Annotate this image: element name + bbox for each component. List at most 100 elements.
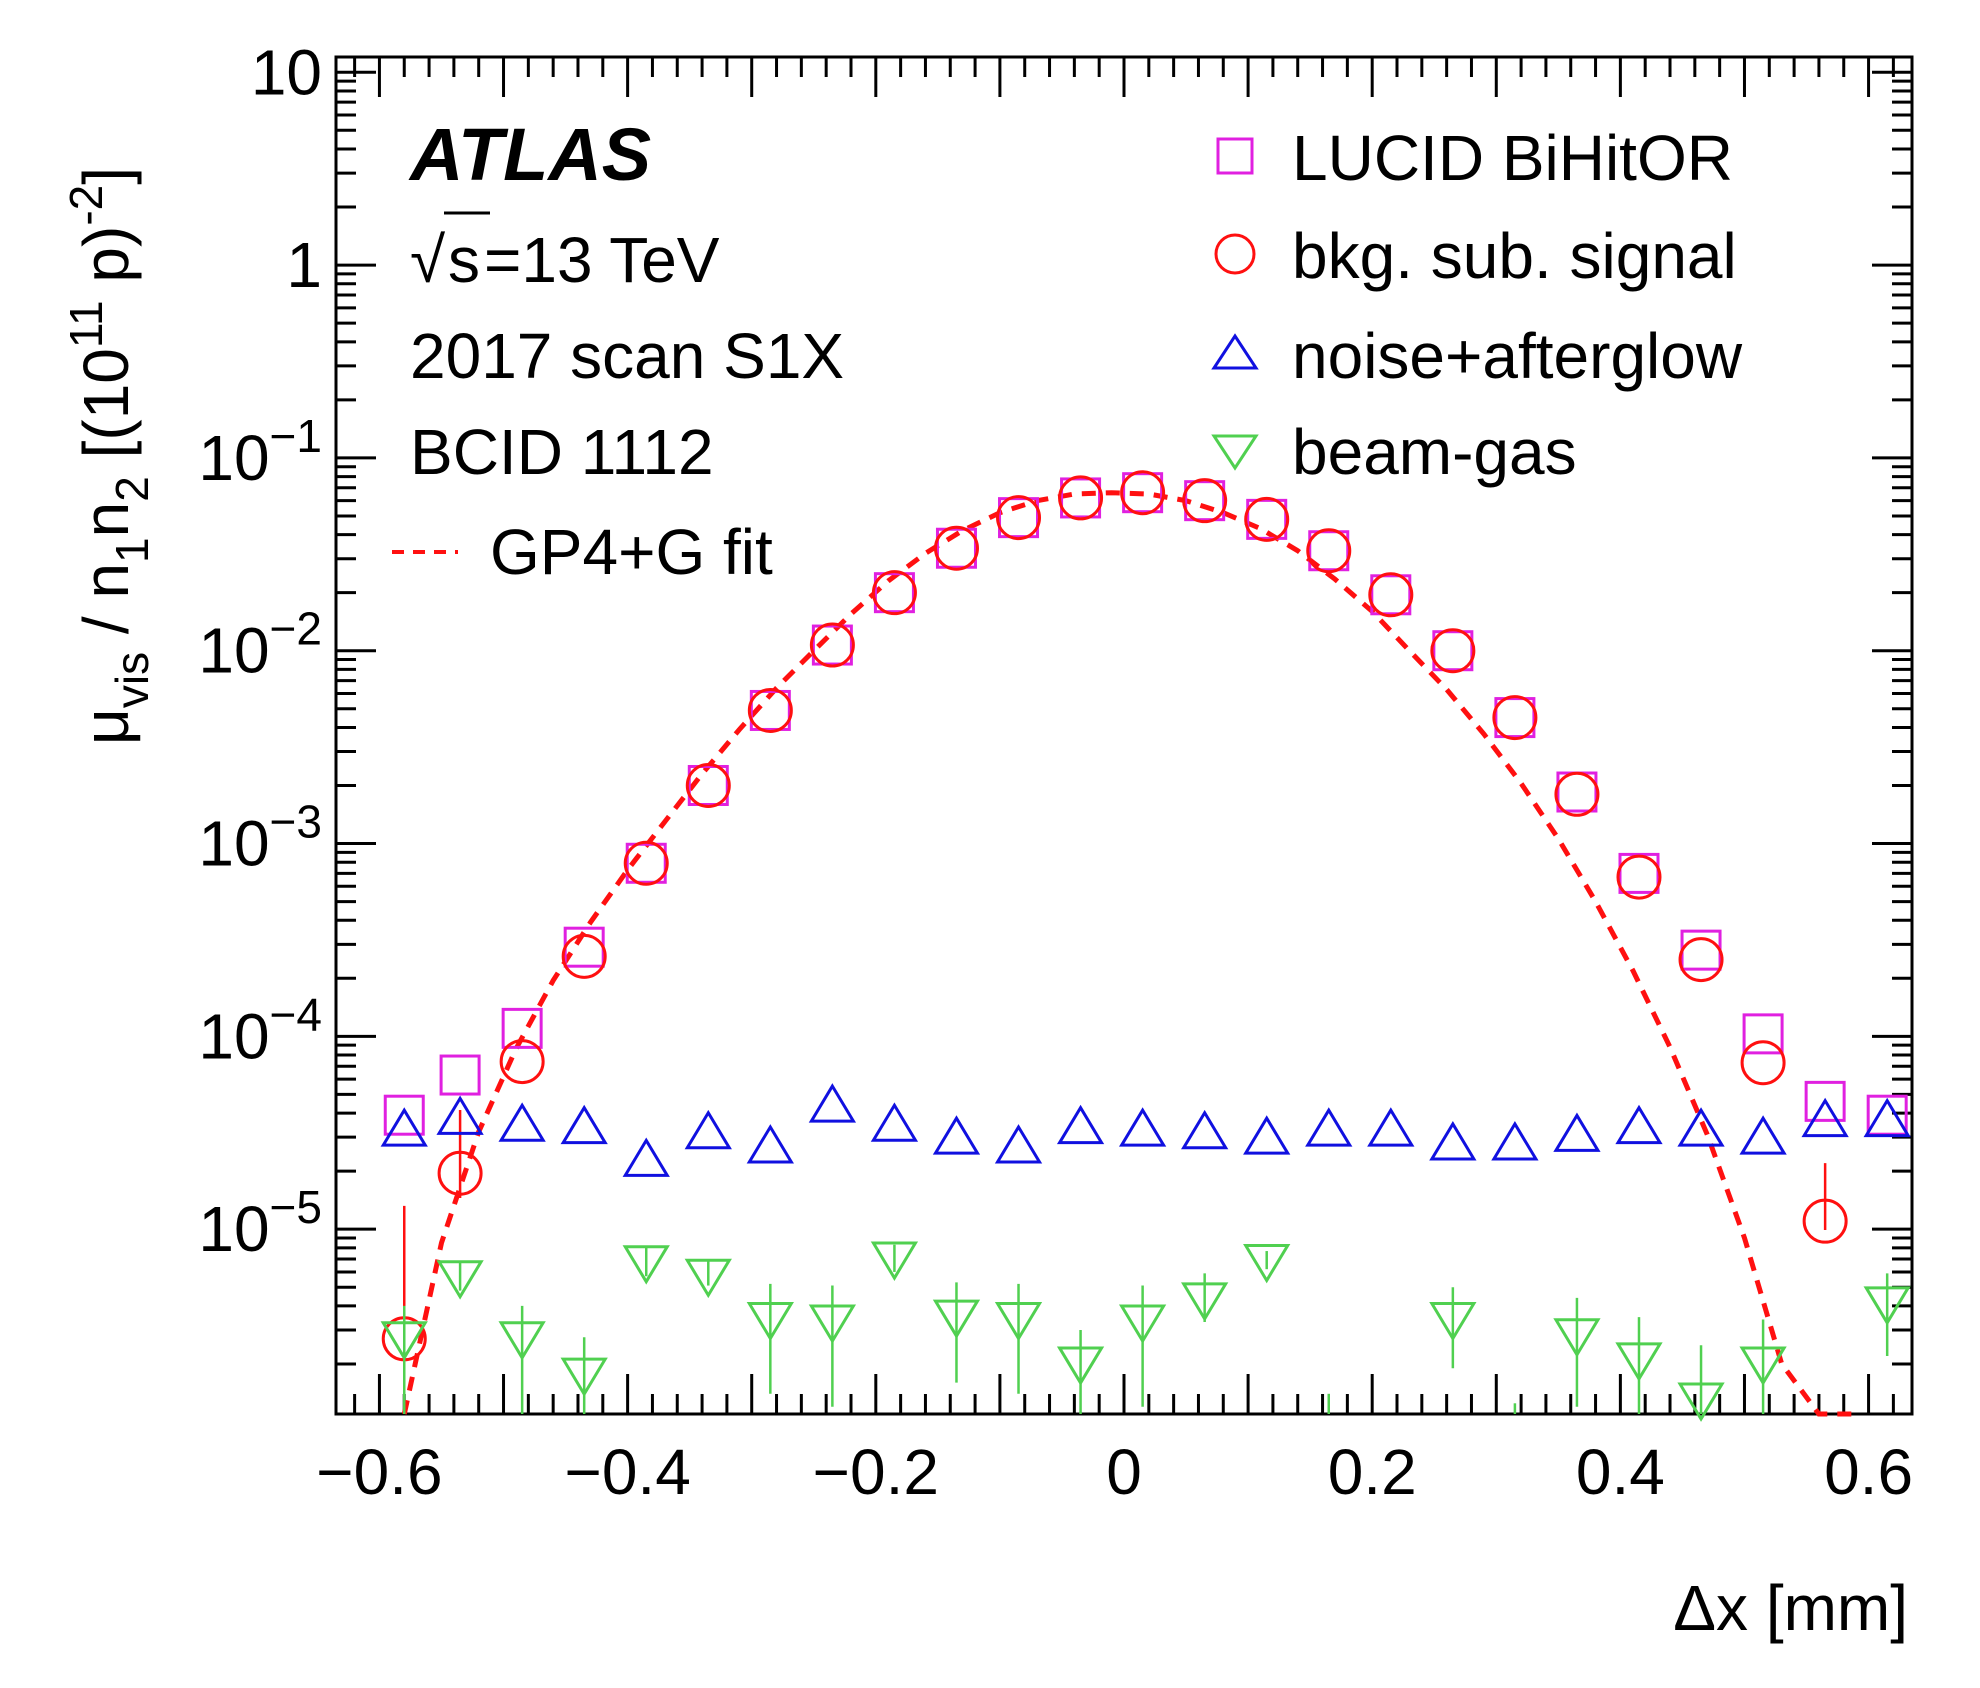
data-point-square bbox=[1122, 472, 1164, 514]
sqrt-symbol: √ bbox=[410, 224, 446, 296]
data-point-triangle-up bbox=[1615, 1104, 1663, 1145]
legend-fit-entry: GP4+G fit bbox=[392, 516, 773, 588]
data-point-square bbox=[811, 624, 853, 666]
y-tick-label-base: 10 bbox=[198, 808, 269, 880]
y-tick-label-base: 10 bbox=[198, 615, 269, 687]
data-point-square bbox=[1742, 1013, 1784, 1055]
data-point-circle bbox=[1678, 937, 1724, 983]
fit-layer bbox=[401, 490, 1857, 1417]
legend-entry-lucid: LUCID BiHitOR bbox=[1216, 122, 1733, 194]
y-tick-label-base: 10 bbox=[198, 1193, 269, 1265]
y-label-two: 2 bbox=[106, 476, 158, 502]
data-point-triangle-up bbox=[1243, 1115, 1291, 1155]
fit-curve bbox=[401, 490, 1857, 1417]
data-point-triangle-down bbox=[746, 1302, 794, 1342]
y-tick-label-base: 1 bbox=[286, 229, 322, 301]
data-point-circle bbox=[996, 495, 1042, 541]
data-point-triangle-up bbox=[684, 1109, 732, 1150]
data-point-triangle-down bbox=[380, 1321, 428, 1361]
data-point-circle bbox=[1058, 475, 1104, 521]
data-point-square bbox=[935, 527, 977, 569]
x-tick-label: 0 bbox=[1106, 1436, 1142, 1508]
data-point-triangle-up bbox=[1801, 1097, 1849, 1138]
data-point-triangle-up bbox=[1491, 1121, 1539, 1161]
data-point-triangle-up bbox=[560, 1104, 608, 1145]
data-point-triangle-up bbox=[498, 1102, 546, 1142]
data-point-triangle-up bbox=[1305, 1107, 1353, 1147]
y-tick-label-exponent: −4 bbox=[270, 988, 322, 1040]
data-point-circle bbox=[1306, 528, 1352, 574]
y-label-eleven: 11 bbox=[60, 300, 112, 348]
data-point-triangle-up bbox=[380, 1107, 428, 1147]
legend-entry-beam-gas: beam-gas bbox=[1211, 416, 1577, 488]
y-tick-label-exponent: −5 bbox=[270, 1181, 322, 1233]
y-label-bracket: [(10 bbox=[70, 348, 142, 476]
x-tick-label: 0.2 bbox=[1328, 1436, 1417, 1508]
data-point-square bbox=[1432, 630, 1474, 672]
data-point-square bbox=[1184, 480, 1226, 522]
y-label-mu: μ bbox=[70, 708, 142, 745]
y-tick-label: 10−5 bbox=[198, 1181, 322, 1265]
data-point-square bbox=[1494, 697, 1536, 739]
data-point-circle bbox=[871, 570, 917, 616]
y-label-close: ] bbox=[70, 167, 142, 185]
series-0 bbox=[383, 472, 1908, 1136]
legend-marker-triangle-up bbox=[1211, 333, 1259, 370]
data-point-circle bbox=[1554, 771, 1600, 817]
data-point-circle bbox=[623, 840, 669, 886]
data-point-triangle-down bbox=[684, 1258, 732, 1299]
data-point-square bbox=[501, 1007, 543, 1049]
y-tick-label-base: 10 bbox=[198, 1000, 269, 1072]
legend-label-noise: noise+afterglow bbox=[1292, 320, 1743, 392]
data-point-triangle-up bbox=[1118, 1107, 1167, 1147]
axis-ticks bbox=[336, 57, 1912, 1414]
data-point-triangle-down bbox=[1677, 1382, 1725, 1422]
y-label-one: 1 bbox=[106, 537, 158, 563]
data-point-triangle-up bbox=[1739, 1115, 1787, 1155]
series-2 bbox=[380, 1083, 1911, 1177]
data-point-circle bbox=[1616, 854, 1662, 900]
y-label-p: p) bbox=[70, 226, 142, 301]
y-tick-label: 10 bbox=[251, 36, 322, 108]
series-3 bbox=[380, 1241, 1911, 1422]
data-point-triangle-down bbox=[808, 1304, 857, 1344]
data-point-triangle-up bbox=[870, 1102, 919, 1142]
data-point-triangle-up bbox=[994, 1124, 1043, 1164]
legend-entry-noise: noise+afterglow bbox=[1211, 320, 1743, 392]
data-point-triangle-down bbox=[1056, 1346, 1105, 1386]
y-tick-label-exponent: −3 bbox=[270, 796, 322, 848]
data-point-square bbox=[1308, 530, 1350, 572]
energy-label: √ s =13 TeV bbox=[410, 211, 720, 296]
data-point-triangle-down bbox=[436, 1260, 484, 1300]
y-label-n: n bbox=[70, 502, 142, 538]
legend-label-beam-gas: beam-gas bbox=[1292, 416, 1577, 488]
data-point-square bbox=[383, 1094, 425, 1136]
energy-value: =13 TeV bbox=[484, 224, 720, 296]
data-point-square bbox=[1804, 1080, 1846, 1122]
data-point-circle bbox=[933, 525, 979, 571]
data-point-triangle-up bbox=[1429, 1121, 1477, 1161]
data-point-triangle-up bbox=[622, 1137, 670, 1177]
y-tick-label: 1 bbox=[286, 229, 322, 301]
data-point-circle bbox=[1430, 628, 1476, 674]
data-point-triangle-up bbox=[1677, 1107, 1725, 1147]
data-point-triangle-down bbox=[1243, 1243, 1291, 1284]
data-point-square bbox=[1680, 929, 1722, 971]
x-axis-label: Δx [mm] bbox=[1673, 1572, 1908, 1644]
data-point-triangle-up bbox=[808, 1083, 857, 1123]
data-point-triangle-up bbox=[1056, 1104, 1105, 1145]
data-point-circle bbox=[1740, 1040, 1786, 1086]
data-point-triangle-down bbox=[1429, 1302, 1477, 1342]
y-tick-label: 10−4 bbox=[198, 988, 322, 1072]
x-tick-label: −0.2 bbox=[813, 1436, 939, 1508]
data-point-circle bbox=[499, 1039, 545, 1085]
y-tick-label: 10−1 bbox=[198, 410, 322, 494]
data-point-circle bbox=[1492, 695, 1538, 741]
data-point-triangle-down bbox=[1553, 1318, 1601, 1358]
data-point-square bbox=[1246, 498, 1288, 540]
data-point-square bbox=[687, 764, 729, 806]
x-tick-label: −0.6 bbox=[316, 1436, 442, 1508]
data-point-triangle-down bbox=[994, 1302, 1043, 1342]
data-point-triangle-down bbox=[870, 1241, 919, 1281]
